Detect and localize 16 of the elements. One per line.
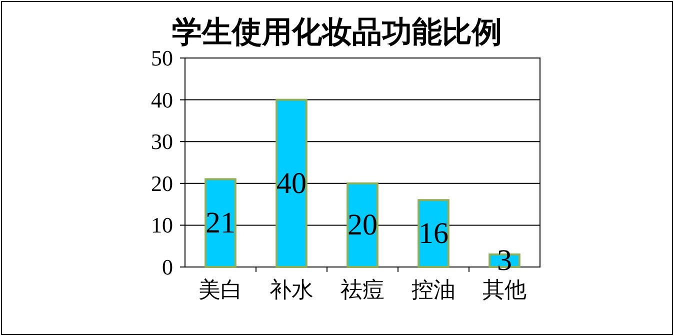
data-label: 21 [206, 206, 236, 240]
x-tick-label: 补水 [270, 277, 314, 302]
chart-title: 学生使用化妆品功能比例 [172, 16, 502, 49]
y-tick-label: 40 [151, 87, 173, 112]
y-tick-label: 50 [151, 46, 173, 70]
x-tick-label: 祛痘 [340, 277, 384, 302]
bar [204, 178, 236, 268]
bar [346, 182, 378, 268]
y-tick-label: 20 [151, 170, 173, 196]
y-tick-label: 30 [151, 129, 173, 154]
x-tick-label: 美白 [198, 277, 242, 302]
y-tick-label: 0 [162, 254, 173, 280]
data-label: 20 [348, 208, 378, 242]
y-tick-label: 10 [151, 212, 173, 238]
x-tick-label: 控油 [412, 277, 456, 302]
x-tick-label: 其他 [482, 277, 526, 302]
